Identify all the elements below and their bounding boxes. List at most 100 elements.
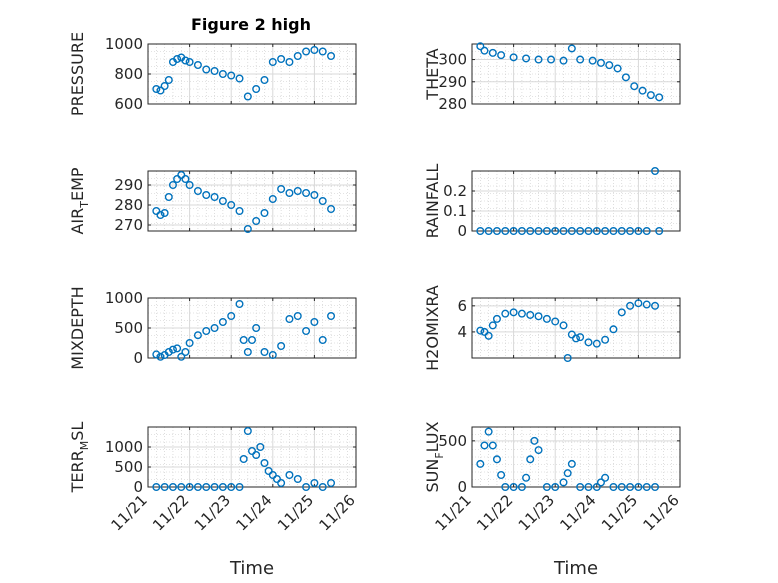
data-point: [202, 65, 211, 74]
data-point: [181, 348, 190, 357]
data-point: [476, 226, 485, 235]
data-point: [277, 184, 286, 193]
data-point: [551, 317, 560, 326]
data-point: [252, 84, 261, 93]
y-tick-label: 4: [457, 323, 467, 341]
data-point: [584, 338, 593, 347]
data-point: [252, 451, 261, 460]
data-point: [509, 308, 518, 317]
data-point: [277, 342, 286, 351]
data-point: [601, 335, 610, 344]
axes-box: [471, 170, 681, 232]
data-point: [235, 74, 244, 83]
data-point: [634, 483, 643, 492]
data-point: [210, 483, 219, 492]
axes-box: [147, 426, 357, 488]
data-point: [492, 314, 501, 323]
data-point: [193, 483, 202, 492]
data-point: [617, 226, 626, 235]
data-point: [576, 483, 585, 492]
data-point: [318, 483, 327, 492]
data-point: [185, 58, 194, 67]
axes-box: [147, 170, 357, 232]
data-point: [488, 441, 497, 450]
data-point: [173, 55, 182, 64]
data-point: [243, 92, 252, 101]
data-point: [164, 348, 173, 357]
data-point: [567, 330, 576, 339]
data-point: [235, 206, 244, 215]
data-point: [285, 315, 294, 324]
data-point: [517, 309, 526, 318]
data-point: [476, 42, 485, 51]
x-axis-label: Time: [229, 558, 274, 579]
data-point: [517, 226, 526, 235]
data-point: [310, 318, 319, 327]
data-point: [285, 471, 294, 480]
data-point: [293, 52, 302, 61]
data-point: [522, 473, 531, 482]
data-point: [268, 351, 277, 360]
data-point: [484, 226, 493, 235]
data-point: [302, 483, 311, 492]
data-point: [218, 196, 227, 205]
axes-box: [471, 426, 681, 488]
data-point: [277, 55, 286, 64]
subplot-3: 270 280 290 AIRTEMP: [68, 167, 357, 235]
data-point: [272, 475, 281, 484]
data-point: [247, 336, 256, 345]
data-point: [609, 226, 618, 235]
data-point: [164, 192, 173, 201]
data-point: [534, 446, 543, 455]
y-tick-label: 280: [114, 196, 143, 214]
data-point: [310, 479, 319, 488]
data-point: [173, 344, 182, 353]
subplot-6: 4 6 H2OMIXRA: [423, 285, 681, 371]
data-point: [617, 308, 626, 317]
data-point: [551, 483, 560, 492]
data-point: [293, 475, 302, 484]
data-point: [576, 226, 585, 235]
data-point: [318, 47, 327, 56]
data-point: [160, 208, 169, 217]
data-point: [268, 471, 277, 480]
data-point: [302, 47, 311, 56]
data-point: [542, 226, 551, 235]
subplot-5: 0 500 1000 MIXDEPTH: [68, 286, 357, 370]
data-point: [156, 210, 165, 219]
y-tick-label: 0.2: [443, 182, 467, 200]
data-point: [268, 58, 277, 67]
data-point: [202, 327, 211, 336]
data-point: [655, 226, 664, 235]
data-point: [193, 331, 202, 340]
data-point: [501, 483, 510, 492]
plot-area: [472, 171, 680, 231]
data-point: [327, 479, 336, 488]
plot-area: [148, 171, 356, 231]
data-point: [260, 459, 269, 468]
data-point: [185, 339, 194, 348]
data-point: [484, 331, 493, 340]
data-point: [497, 51, 506, 60]
data-point: [642, 483, 651, 492]
data-point: [260, 208, 269, 217]
data-point: [173, 174, 182, 183]
data-point: [152, 350, 161, 359]
data-point: [152, 483, 161, 492]
data-point: [260, 348, 269, 357]
plot-area: [472, 427, 680, 487]
data-point: [563, 354, 572, 363]
y-axis-label: PRESSURE: [68, 32, 87, 116]
data-point: [218, 483, 227, 492]
data-point: [177, 352, 186, 361]
data-point: [243, 427, 252, 436]
data-point: [239, 455, 248, 464]
data-point: [327, 312, 336, 321]
y-tick-label: 600: [114, 95, 143, 113]
data-point: [526, 455, 535, 464]
data-point: [293, 186, 302, 195]
data-point: [156, 352, 165, 361]
data-point: [202, 483, 211, 492]
data-point: [480, 46, 489, 55]
